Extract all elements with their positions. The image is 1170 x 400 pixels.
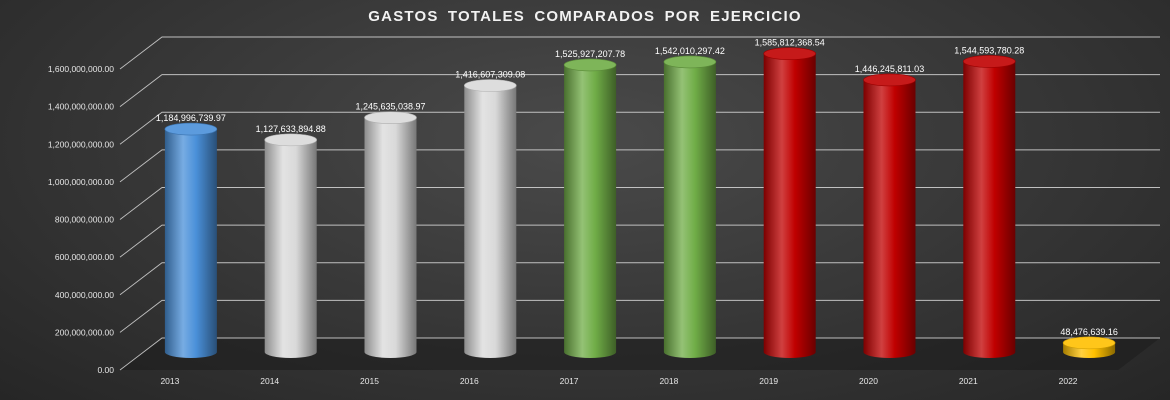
gridline <box>119 149 1160 183</box>
gridline <box>119 111 1160 145</box>
data-label: 1,416,607,309.08 <box>455 70 525 80</box>
data-label: 48,476,639.16 <box>1060 327 1118 337</box>
bar-2015 <box>364 111 417 358</box>
bar-2020 <box>863 73 916 359</box>
bar-body <box>963 61 1016 359</box>
x-tick-label: 2014 <box>260 376 279 386</box>
data-label: 1,525,927,207.78 <box>555 49 625 59</box>
data-label: 1,446,245,811.03 <box>855 64 924 74</box>
bar-top <box>264 133 318 147</box>
x-tick-label: 2018 <box>659 376 678 386</box>
data-label: 1,542,010,297.42 <box>655 46 725 56</box>
y-tick-label: 600,000,000.00 <box>55 252 114 262</box>
bar-top <box>863 73 916 87</box>
x-tick-label: 2016 <box>460 376 479 386</box>
y-tick-label: 800,000,000.00 <box>55 215 114 225</box>
gridline <box>119 74 1160 107</box>
bar-2018 <box>663 55 717 359</box>
bar-body <box>564 64 617 359</box>
bar-top <box>164 122 218 136</box>
data-label: 1,184,996,739.97 <box>156 113 226 123</box>
x-tick-label: 2019 <box>759 376 778 386</box>
bar-top <box>1062 336 1116 350</box>
bar-top <box>364 111 417 124</box>
bar-body <box>464 85 517 359</box>
y-tick-label: 200,000,000.00 <box>55 327 114 337</box>
chart-title: GASTOS TOTALES COMPARADOS POR EJERCICIO <box>368 8 802 25</box>
bar-body <box>863 79 916 359</box>
bar-2022 <box>1062 336 1116 358</box>
bar-2019 <box>763 47 817 359</box>
bar-body <box>364 117 417 358</box>
bar-body <box>164 129 217 358</box>
data-label: 1,585,812,368.54 <box>755 38 825 48</box>
y-tick-label: 0.00 <box>97 365 114 375</box>
bar-body <box>264 139 317 358</box>
x-tick-label: 2020 <box>859 376 878 386</box>
x-tick-label: 2022 <box>1059 376 1078 386</box>
gridline <box>119 187 1160 220</box>
y-tick-label: 1,000,000,000.00 <box>48 177 114 187</box>
y-tick-label: 1,400,000,000.00 <box>48 102 114 112</box>
bar-2014 <box>264 133 318 358</box>
bar-2013 <box>164 122 218 358</box>
bar-top <box>663 55 717 69</box>
gridline <box>119 262 1160 296</box>
data-label: 1,544,593,780.28 <box>954 45 1024 55</box>
bar-2016 <box>463 79 517 359</box>
bar-2021 <box>962 55 1016 359</box>
bar-body <box>663 61 716 359</box>
x-tick-label: 2015 <box>360 376 379 386</box>
data-label: 1,245,635,038.97 <box>355 102 425 112</box>
bar-top <box>962 55 1016 68</box>
y-tick-label: 400,000,000.00 <box>55 290 114 300</box>
bar-top <box>563 58 617 72</box>
data-label: 1,127,633,894.88 <box>256 124 326 134</box>
x-tick-label: 2013 <box>160 376 179 386</box>
y-tick-label: 1,200,000,000.00 <box>48 139 114 149</box>
gridline <box>119 224 1160 258</box>
y-tick-label: 1,600,000,000.00 <box>48 64 114 74</box>
bar-top <box>463 79 517 92</box>
bar-2017 <box>563 58 617 359</box>
gridline <box>119 337 1160 371</box>
x-tick-label: 2021 <box>959 376 978 386</box>
gridline <box>119 36 1160 70</box>
bar-top <box>763 47 817 60</box>
gridline <box>119 299 1160 333</box>
x-tick-label: 2017 <box>560 376 579 386</box>
bar-body <box>763 53 816 359</box>
